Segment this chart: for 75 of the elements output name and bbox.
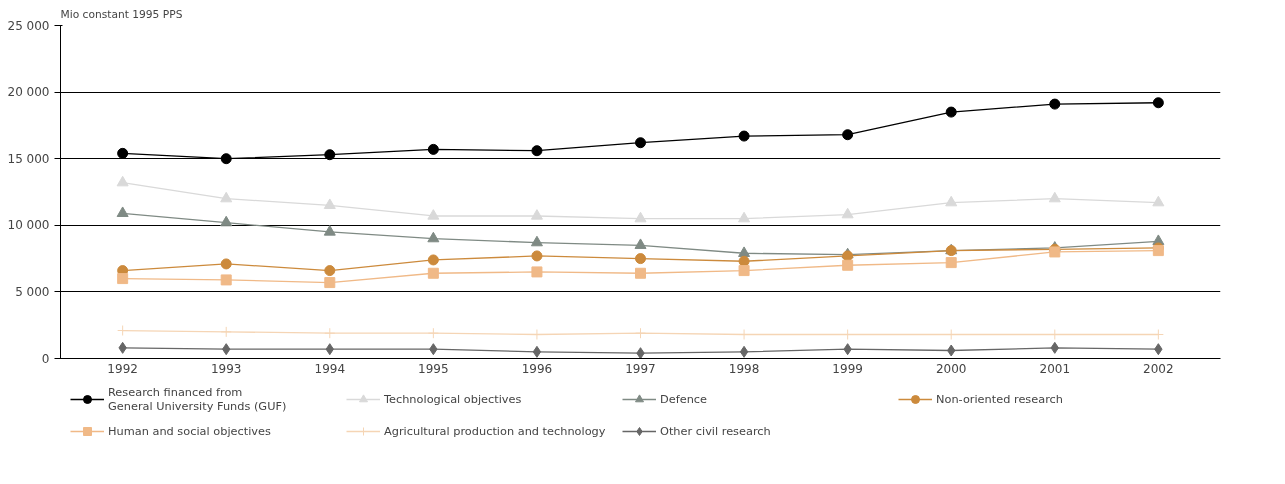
point [220,258,232,270]
point [323,225,336,236]
point [324,277,336,289]
x-tick-label: 2002 [1143,361,1174,376]
legend-label: Technological objectives [384,392,523,406]
y-tick-label: 10 000 [7,218,50,233]
x-tick-label: 1993 [210,361,242,376]
legend-label: Non-oriented research [936,392,1064,406]
x-tick-label: 1992 [107,361,138,376]
point [635,253,646,265]
point [842,259,854,271]
point [739,345,749,358]
point [1049,98,1061,110]
point [842,129,854,141]
point [220,274,232,286]
point [531,250,543,262]
point [1152,195,1165,207]
point [738,130,750,142]
point [427,143,439,155]
point [634,238,647,249]
point [116,175,129,187]
point [532,345,542,358]
x-tick-label: 1994 [314,361,346,376]
point [323,198,336,209]
legend-label: Other civil research [660,424,772,438]
point [117,273,129,285]
y-tick-label: 20 000 [7,85,50,100]
point [427,254,439,266]
point [220,215,233,227]
point [116,206,129,217]
y-tick-label: 25 000 [7,18,50,33]
x-tick-label: 1998 [728,361,760,376]
point [427,231,440,243]
x-tick-label: 1999 [832,361,863,376]
y-tick-label: 0 [41,351,50,366]
y-tick-label: 5 000 [15,284,50,299]
point [427,267,439,279]
point [427,209,440,220]
legend-label: Research financed from General University Funds (GUF) [108,385,288,413]
point [530,235,543,247]
point [945,257,957,269]
x-tick-label: 1995 [418,361,449,376]
point [945,195,958,207]
point [841,207,854,219]
x-tick-label: 2001 [1039,361,1071,376]
x-tick-label: 1996 [521,361,553,376]
point [1048,191,1061,203]
point [635,137,646,149]
point [738,246,751,257]
point [635,267,646,279]
point [738,265,750,277]
point [636,347,645,359]
x-tick-label: 1997 [625,361,656,376]
legend-label: Human and social objectives [108,424,272,438]
point [220,153,232,165]
y-axis-title: Mio constant 1995 PPS [60,7,183,21]
point [220,326,232,338]
point [738,255,750,267]
point [324,327,336,339]
point [324,149,336,161]
point [427,327,439,339]
point [220,191,233,203]
point [531,266,543,278]
point [738,211,751,223]
point [530,209,543,220]
point [945,106,957,118]
x-tick-label: 2000 [935,361,967,376]
point [1152,97,1164,109]
y-tick-label: 15 000 [7,151,50,166]
legend-label: Agricultural production and technology [384,424,607,438]
legend-label: Defence [660,392,709,406]
point [531,145,543,157]
point [324,265,336,277]
point [634,211,647,223]
point [117,147,129,159]
